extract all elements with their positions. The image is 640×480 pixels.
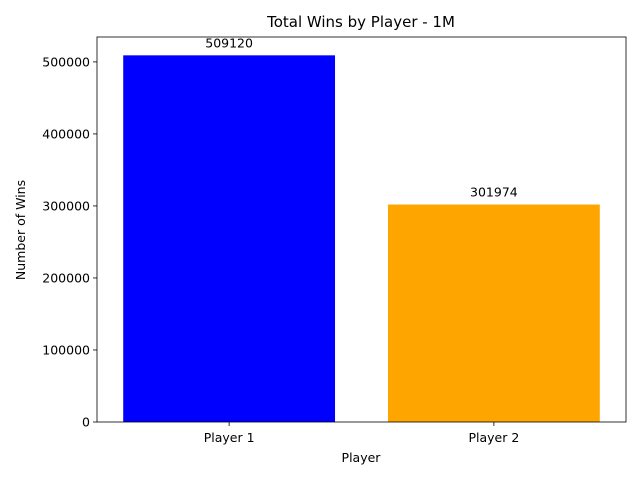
x-axis-title: Player [342, 450, 382, 465]
y-tick-label-3: 300000 [42, 198, 90, 213]
value-label-2: 301974 [470, 185, 518, 200]
chart-title: Total Wins by Player - 1M [266, 13, 455, 31]
x-tick-label-2: Player 2 [468, 430, 519, 445]
y-tick-label-4: 400000 [42, 126, 90, 141]
y-axis-title: Number of Wins [13, 180, 28, 280]
y-tick-label-1: 100000 [42, 342, 90, 357]
axes-frame [96, 36, 627, 423]
y-tick-label-5: 500000 [42, 54, 90, 69]
plot-area: 509120 Player 1 301974 Player 2 0 100000 20000… [42, 35, 627, 445]
x-tick-label-1: Player 1 [204, 430, 255, 445]
y-tick-label-2: 200000 [42, 270, 90, 285]
value-label-1: 509120 [205, 35, 253, 50]
y-tick-label-0: 0 [82, 415, 90, 430]
bar-2 [387, 204, 600, 422]
bar-1 [123, 55, 336, 422]
